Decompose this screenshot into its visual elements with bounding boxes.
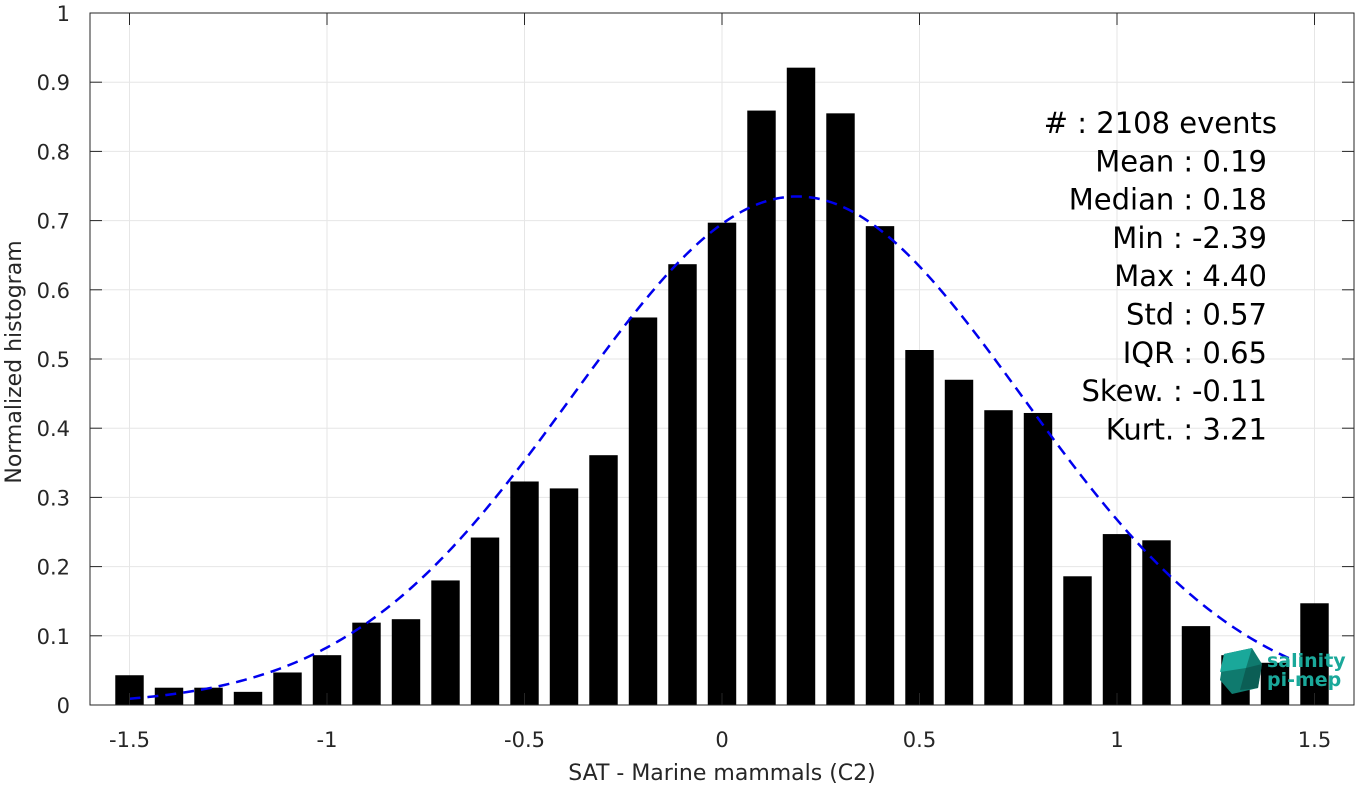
logo-text-pi-mep: pi-mep: [1267, 669, 1341, 691]
stat-line: Min : -2.39: [1112, 221, 1267, 255]
logo-text-salinity: salinity: [1267, 650, 1346, 672]
y-tick-label: 0.8: [37, 140, 70, 164]
histogram-bar: [194, 687, 223, 705]
stat-line: Median : 0.18: [1069, 183, 1267, 217]
y-tick-label: 0: [57, 694, 70, 718]
gaussian-fit-curve: [129, 195, 1296, 700]
bars: [115, 67, 1329, 706]
x-tick-label: 1.5: [1298, 728, 1331, 752]
x-tick-label: -0.5: [504, 728, 545, 752]
histogram-bar: [984, 410, 1013, 705]
histogram-bar: [233, 691, 263, 705]
x-tick-label: -1: [317, 728, 338, 752]
x-axis-ticks: -1.5 -1 -0.5 0 0.5 1 1.5: [109, 13, 1331, 752]
histogram-bar: [826, 113, 855, 706]
histogram-bar: [549, 488, 579, 705]
y-tick-label: 0.9: [37, 71, 70, 95]
cube-logo-icon: [1220, 648, 1262, 694]
histogram-bar: [1063, 576, 1092, 705]
histogram-bar: [1023, 412, 1053, 705]
stat-line: Max : 4.40: [1114, 259, 1267, 293]
stat-line: IQR : 0.65: [1123, 336, 1267, 370]
y-tick-label: 0.4: [37, 417, 70, 441]
histogram-bar: [707, 222, 737, 705]
salinity-pi-mep-logo: salinity pi-mep: [1220, 648, 1346, 694]
histogram-bar: [391, 619, 421, 705]
x-tick-label: 0: [715, 728, 728, 752]
statistics-annotation: # : 2108 events Mean : 0.19 Median : 0.18 M…: [1044, 106, 1277, 446]
histogram-bar: [1300, 603, 1329, 705]
histogram-bar: [865, 226, 895, 706]
y-tick-label: 0.3: [37, 486, 70, 510]
y-tick-label: 0.5: [37, 348, 70, 372]
y-tick-label: 0.2: [37, 556, 70, 580]
histogram-bar: [1260, 662, 1290, 705]
stat-line: Std : 0.57: [1126, 298, 1267, 332]
histogram-bar: [1142, 540, 1171, 705]
histogram-bar: [1102, 534, 1132, 705]
y-tick-label: 0.6: [37, 279, 70, 303]
x-axis-label: SAT - Marine mammals (C2): [568, 761, 876, 785]
y-tick-label: 1: [57, 2, 70, 26]
histogram-bar: [273, 672, 302, 705]
stat-line: Skew. : -0.11: [1081, 374, 1267, 408]
x-tick-label: 0.5: [903, 728, 936, 752]
x-tick-label: 1: [1110, 728, 1123, 752]
histogram-bar: [905, 350, 934, 705]
stat-line: Mean : 0.19: [1095, 144, 1267, 178]
histogram-bar: [747, 110, 776, 705]
histogram-bar: [668, 264, 697, 705]
histogram-bar: [431, 580, 460, 705]
histogram-bar: [352, 622, 381, 705]
y-tick-label: 0.1: [37, 625, 70, 649]
histogram-bar: [510, 481, 539, 705]
histogram-bar: [944, 379, 974, 705]
histogram-bar: [470, 537, 500, 705]
stat-line: Kurt. : 3.21: [1106, 412, 1267, 446]
histogram-bar: [154, 687, 184, 705]
y-axis-label: Normalized histogram: [2, 240, 27, 483]
y-tick-label: 0.7: [37, 210, 70, 234]
histogram-bar: [786, 67, 816, 706]
stat-line: # : 2108 events: [1044, 106, 1277, 140]
histogram-bar: [589, 455, 618, 705]
histogram-bar: [1181, 626, 1211, 705]
x-tick-label: -1.5: [109, 728, 150, 752]
histogram-bar: [628, 317, 658, 705]
y-axis-ticks: 0 0.1 0.2 0.3 0.4 0.5 0.6 0.7 0.8 0.9 1: [37, 2, 1354, 718]
